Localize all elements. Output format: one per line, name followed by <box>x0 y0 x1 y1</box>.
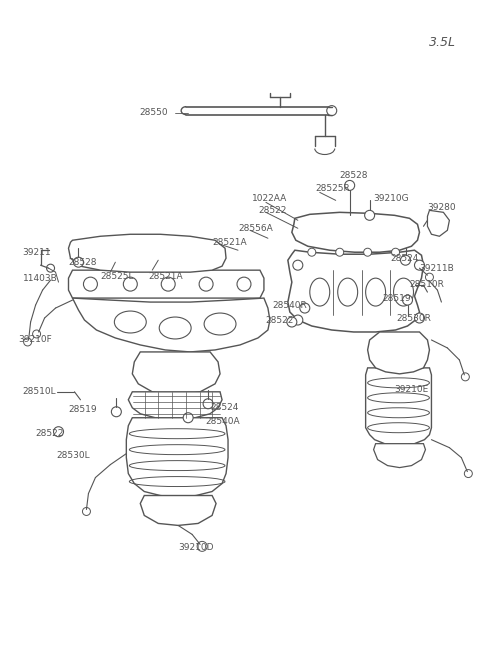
Circle shape <box>400 255 410 265</box>
Text: 28556A: 28556A <box>238 224 273 233</box>
Text: 3.5L: 3.5L <box>430 36 456 49</box>
Polygon shape <box>373 443 425 468</box>
Circle shape <box>54 426 63 437</box>
Text: 28519: 28519 <box>383 293 411 303</box>
Text: 28530R: 28530R <box>396 314 432 322</box>
Text: 39210G: 39210G <box>373 194 409 203</box>
Text: 1022AA: 1022AA <box>252 194 287 203</box>
Text: 28540A: 28540A <box>205 417 240 426</box>
Text: 28528: 28528 <box>69 257 97 267</box>
Text: 28528: 28528 <box>340 171 368 180</box>
Polygon shape <box>69 234 226 272</box>
Polygon shape <box>292 212 420 252</box>
Text: 39211B: 39211B <box>420 264 454 272</box>
Circle shape <box>33 330 41 338</box>
Circle shape <box>47 264 55 272</box>
Circle shape <box>300 303 310 313</box>
Circle shape <box>336 248 344 256</box>
Circle shape <box>293 315 303 325</box>
Text: 39280: 39280 <box>428 203 456 212</box>
Circle shape <box>83 508 90 515</box>
Circle shape <box>415 260 424 270</box>
Text: 39210F: 39210F <box>19 335 52 345</box>
Polygon shape <box>126 418 228 498</box>
Polygon shape <box>132 352 220 396</box>
Polygon shape <box>69 270 264 298</box>
Polygon shape <box>72 298 270 352</box>
Circle shape <box>425 273 433 281</box>
Circle shape <box>308 248 316 256</box>
Circle shape <box>415 313 424 323</box>
Circle shape <box>293 260 303 270</box>
Circle shape <box>392 248 399 256</box>
Circle shape <box>461 373 469 381</box>
Circle shape <box>364 248 372 256</box>
Text: 39210D: 39210D <box>178 543 214 552</box>
Text: 28510L: 28510L <box>23 387 56 396</box>
Text: 28522: 28522 <box>258 206 287 215</box>
Text: 28519: 28519 <box>69 405 97 414</box>
Text: 28510R: 28510R <box>409 280 444 289</box>
Text: 28521A: 28521A <box>148 272 183 280</box>
Text: 28550: 28550 <box>140 108 168 117</box>
Text: 28521A: 28521A <box>212 238 247 247</box>
Circle shape <box>24 338 32 346</box>
Circle shape <box>183 413 193 422</box>
Circle shape <box>237 277 251 291</box>
Text: 28525R: 28525R <box>316 184 350 193</box>
Circle shape <box>327 105 336 116</box>
Text: 11403B: 11403B <box>23 274 58 283</box>
Circle shape <box>464 470 472 477</box>
Circle shape <box>287 317 297 327</box>
Text: 28525L: 28525L <box>100 272 134 280</box>
Polygon shape <box>366 368 432 445</box>
Circle shape <box>199 277 213 291</box>
Text: 28540R: 28540R <box>272 301 307 310</box>
Circle shape <box>345 180 355 191</box>
Circle shape <box>111 407 121 417</box>
Circle shape <box>197 542 207 552</box>
Text: 28522: 28522 <box>265 316 293 324</box>
Circle shape <box>365 210 374 220</box>
Text: 28524: 28524 <box>210 403 239 412</box>
Circle shape <box>403 295 412 305</box>
Circle shape <box>161 277 175 291</box>
Polygon shape <box>288 250 423 332</box>
Polygon shape <box>368 332 430 374</box>
Circle shape <box>123 277 137 291</box>
Text: 28530L: 28530L <box>57 451 90 460</box>
Circle shape <box>73 257 84 267</box>
Circle shape <box>84 277 97 291</box>
Text: 28522: 28522 <box>36 429 64 438</box>
Text: 39210E: 39210E <box>395 385 429 394</box>
Text: 28524: 28524 <box>391 253 419 263</box>
Circle shape <box>203 399 213 409</box>
Polygon shape <box>128 392 222 420</box>
Polygon shape <box>140 496 216 525</box>
Text: 39211: 39211 <box>23 248 51 257</box>
